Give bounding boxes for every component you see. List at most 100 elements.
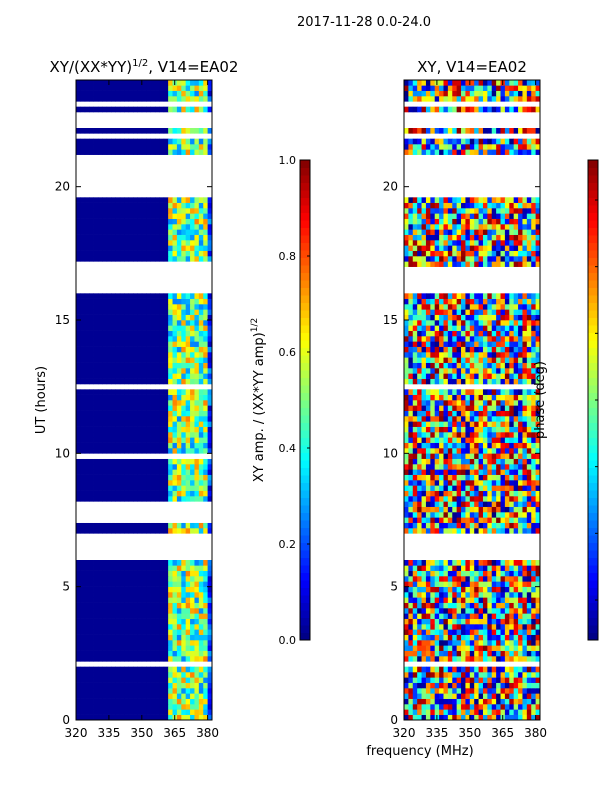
heatmap-cell	[474, 714, 479, 721]
heatmap-cell	[482, 709, 488, 715]
heatmap-cell	[465, 426, 471, 433]
heatmap-cell	[190, 586, 195, 593]
heatmap-cell	[119, 256, 125, 262]
heatmap-cell	[102, 352, 108, 358]
heatmap-cell	[491, 490, 497, 497]
heatmap-cell	[531, 624, 537, 630]
heatmap-cell	[159, 709, 165, 715]
heatmap-cell	[522, 704, 528, 710]
heatmap-cell	[198, 576, 204, 582]
heatmap-cell	[478, 352, 484, 358]
heatmap-cell	[128, 261, 134, 267]
heatmap-cell	[97, 309, 103, 315]
heatmap-cell	[430, 624, 436, 630]
heatmap-cell	[439, 618, 444, 625]
heatmap-cell	[141, 138, 147, 145]
heatmap-cell	[456, 368, 462, 374]
heatmap-cell	[465, 522, 471, 529]
heatmap-cell	[207, 613, 213, 619]
heatmap-cell	[159, 522, 165, 529]
heatmap-cell	[522, 442, 528, 449]
heatmap-cell	[119, 314, 125, 321]
heatmap-cell	[124, 346, 130, 353]
heatmap-cell	[111, 693, 116, 699]
heatmap-cell	[190, 389, 195, 395]
heatmap-cell	[159, 218, 165, 225]
heatmap-cell	[469, 586, 475, 593]
heatmap-cell	[128, 522, 134, 529]
heatmap-cell	[185, 202, 191, 209]
heatmap-cell	[456, 378, 462, 385]
heatmap-cell	[190, 352, 195, 358]
heatmap-cell	[133, 469, 138, 475]
heatmap-cell	[119, 352, 125, 358]
heatmap-cell	[133, 298, 138, 305]
heatmap-cell	[181, 469, 187, 475]
heatmap-cell	[513, 442, 519, 449]
heatmap-cell	[203, 448, 209, 454]
heatmap-cell	[185, 688, 191, 694]
heatmap-cell	[84, 389, 90, 395]
heatmap-cell	[487, 682, 493, 689]
heatmap-cell	[115, 672, 121, 678]
heatmap-cell	[124, 240, 130, 246]
heatmap-cell	[163, 218, 169, 225]
heatmap-cell	[119, 522, 125, 529]
heatmap-cell	[526, 410, 532, 417]
heatmap-cell	[469, 597, 475, 603]
heatmap-cell	[141, 474, 147, 481]
heatmap-cell	[487, 709, 493, 715]
heatmap-cell	[491, 410, 497, 417]
heatmap-cell	[159, 309, 165, 315]
heatmap-cell	[181, 421, 187, 427]
heatmap-cell	[106, 570, 112, 577]
heatmap-cell	[176, 357, 182, 363]
heatmap-cell	[500, 426, 506, 433]
heatmap-cell	[154, 709, 160, 715]
heatmap-cell	[482, 666, 488, 673]
heatmap-cell	[469, 400, 475, 406]
heatmap-cell	[185, 650, 191, 657]
heatmap-cell	[456, 576, 462, 582]
heatmap-cell	[474, 496, 479, 502]
heatmap-cell	[456, 618, 462, 625]
heatmap-cell	[137, 437, 143, 443]
heatmap-cell	[518, 624, 523, 630]
heatmap-cell	[146, 490, 151, 497]
heatmap-cell	[461, 346, 466, 353]
heatmap-cell	[97, 368, 103, 374]
heatmap-cell	[168, 602, 173, 609]
heatmap-cell	[172, 597, 178, 603]
heatmap-cell	[89, 682, 94, 689]
heatmap-cell	[115, 469, 121, 475]
heatmap-cell	[469, 458, 475, 465]
heatmap-cell	[84, 80, 90, 86]
heatmap-cell	[159, 106, 165, 113]
heatmap-cell	[434, 389, 440, 395]
heatmap-cell	[172, 474, 178, 481]
heatmap-cell	[522, 618, 528, 625]
heatmap-cell	[513, 629, 519, 635]
heatmap-cell	[500, 565, 506, 571]
heatmap-cell	[439, 506, 444, 513]
heatmap-cell	[513, 613, 519, 619]
heatmap-cell	[163, 416, 169, 422]
heatmap-cell	[425, 522, 431, 529]
heatmap-cell	[185, 341, 191, 347]
heatmap-cell	[84, 373, 90, 379]
heatmap-cell	[119, 640, 125, 646]
heatmap-cell	[141, 506, 147, 513]
heatmap-cell	[526, 704, 532, 710]
heatmap-cell	[482, 560, 488, 566]
heatmap-cell	[115, 624, 121, 630]
heatmap-cell	[176, 618, 182, 625]
heatmap-cell	[159, 682, 165, 689]
heatmap-cell	[207, 464, 213, 470]
heatmap-cell	[84, 480, 90, 486]
heatmap-cell	[176, 378, 182, 385]
heatmap-cell	[198, 640, 204, 646]
heatmap-cell	[141, 373, 147, 379]
heatmap-cell	[194, 581, 200, 587]
heatmap-cell	[128, 682, 134, 689]
heatmap-cell	[190, 528, 195, 534]
